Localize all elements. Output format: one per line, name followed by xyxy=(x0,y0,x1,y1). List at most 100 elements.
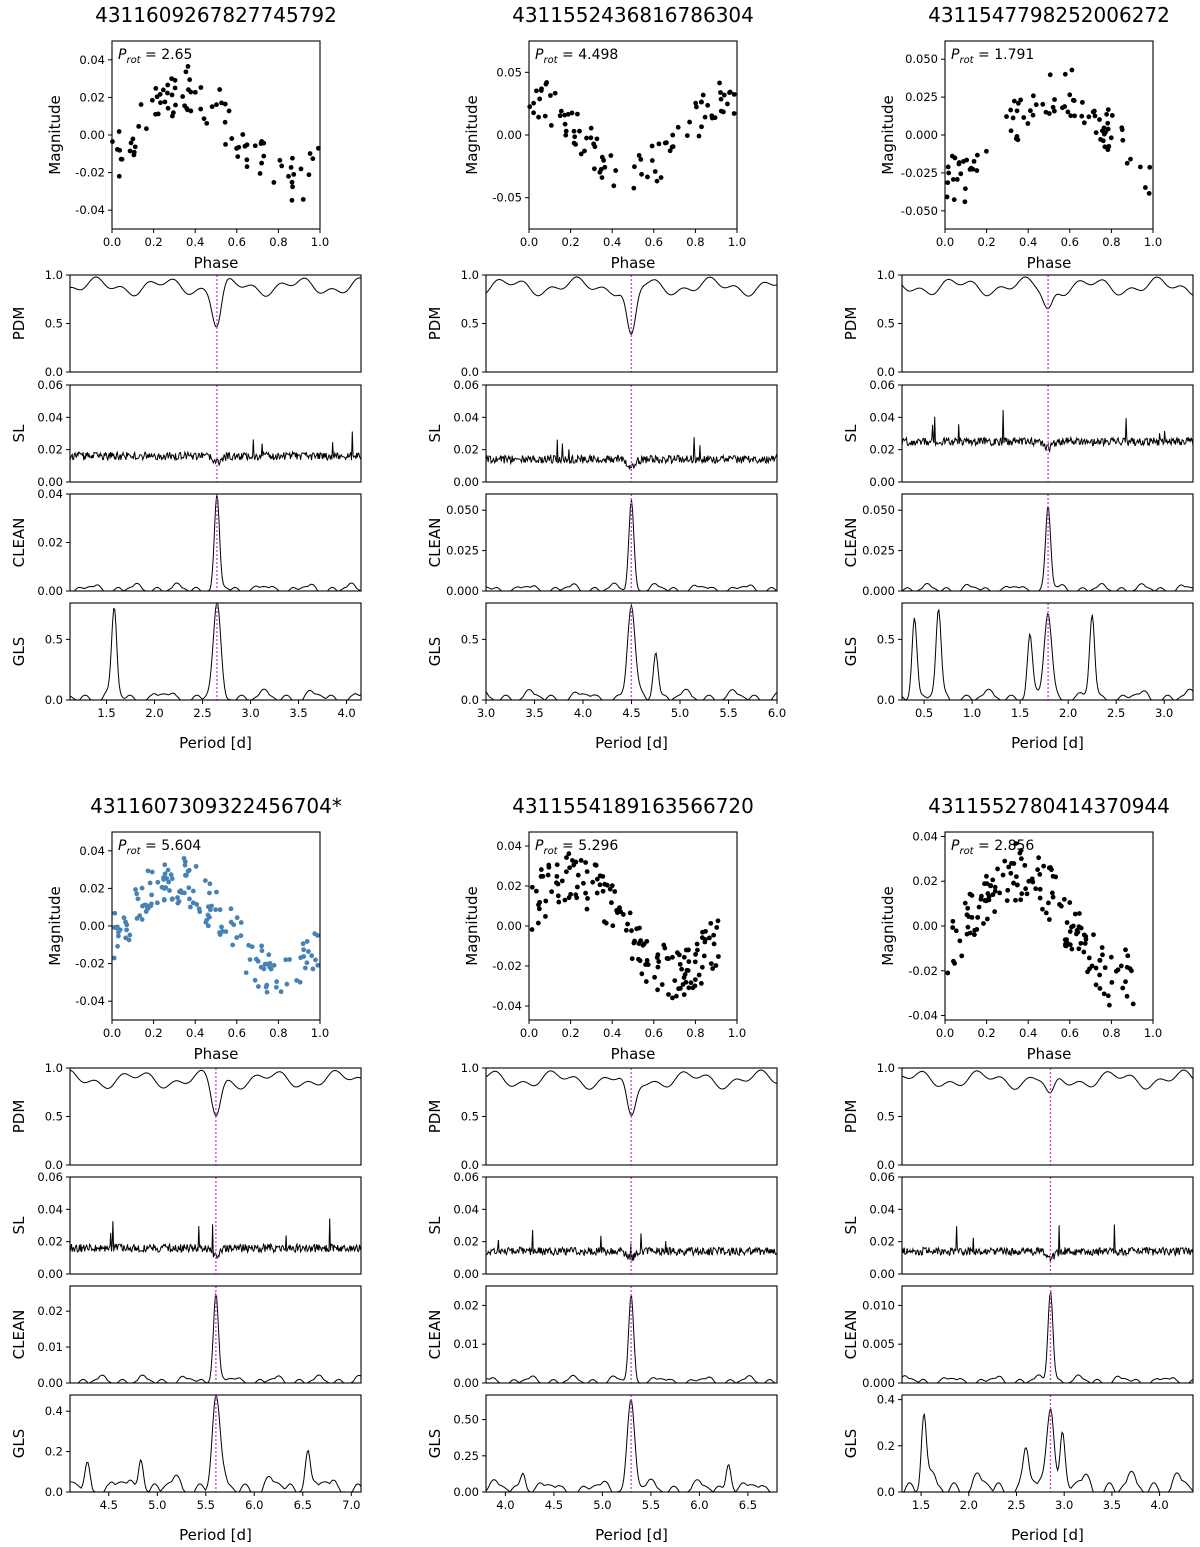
lightcurve-point xyxy=(543,914,548,919)
lightcurve-point xyxy=(627,910,633,916)
lightcurve-point xyxy=(1108,954,1114,960)
phase-y-tick-label: 0.025 xyxy=(905,90,938,104)
lightcurve-point xyxy=(643,979,649,984)
sl-y-tick-label: 0.00 xyxy=(37,1267,63,1281)
sl-y-tick-label: 0.02 xyxy=(869,443,895,457)
lightcurve-point xyxy=(1146,191,1152,196)
lightcurve-point xyxy=(675,124,681,130)
lightcurve-point xyxy=(222,119,228,125)
lightcurve-point xyxy=(623,927,629,933)
phase-x-tick-label: 0.0 xyxy=(103,1026,121,1040)
lightcurve-point xyxy=(1046,865,1052,871)
pdm-curve xyxy=(69,276,362,328)
lightcurve-point xyxy=(1021,115,1027,120)
lightcurve-point xyxy=(1091,932,1096,938)
lightcurve-point xyxy=(116,173,122,179)
lightcurve-point xyxy=(153,85,159,91)
lightcurve-point xyxy=(175,900,181,906)
sl-ylabel: SL xyxy=(426,1216,444,1235)
lightcurve-point xyxy=(679,966,685,972)
gls-y-tick-label: 0.00 xyxy=(453,1485,479,1499)
lightcurve-point xyxy=(584,135,589,141)
magnitude-ylabel: Magnitude xyxy=(46,886,64,965)
pdm-y-tick-label: 0.0 xyxy=(461,1158,479,1172)
lightcurve-point xyxy=(718,96,724,102)
lightcurve-point xyxy=(725,101,730,107)
phase-y-tick-label: -0.02 xyxy=(492,959,522,973)
sl-y-tick-label: 0.00 xyxy=(37,475,63,489)
lightcurve-point xyxy=(284,981,290,987)
lightcurve-point xyxy=(313,957,318,963)
lightcurve-point xyxy=(631,940,637,946)
pdm-y-tick-label: 1.0 xyxy=(461,268,479,282)
lightcurve-point xyxy=(182,103,188,109)
lightcurve-point xyxy=(712,115,718,121)
lightcurve-point xyxy=(226,108,232,114)
phase-plot-frame xyxy=(111,831,321,1021)
lightcurve-point xyxy=(1040,101,1046,107)
lightcurve-point xyxy=(708,920,714,926)
lightcurve-point xyxy=(1013,897,1018,903)
lightcurve-point xyxy=(201,116,207,122)
lightcurve-point xyxy=(188,89,194,95)
lightcurve-point xyxy=(959,953,965,959)
lightcurve-point xyxy=(166,879,172,885)
phase-x-tick-label: 0.0 xyxy=(103,235,121,249)
panel-title: 4311609267827745792 xyxy=(95,3,337,27)
lightcurve-point xyxy=(641,941,647,947)
sl-y-tick-label: 0.00 xyxy=(453,475,479,489)
lightcurve-point xyxy=(600,874,606,879)
lightcurve-point xyxy=(1102,965,1108,971)
lightcurve-point xyxy=(135,896,141,902)
lightcurve-point xyxy=(721,92,727,98)
period-x-tick-label: 7.0 xyxy=(342,1498,360,1512)
lightcurve-point xyxy=(656,141,662,147)
lightcurve-point xyxy=(549,889,555,895)
lightcurve-point xyxy=(629,928,634,934)
lightcurve-point xyxy=(1124,160,1130,166)
period-x-tick-label: 2.5 xyxy=(1007,1498,1025,1512)
lightcurve-point xyxy=(1014,882,1020,888)
lightcurve-point xyxy=(178,888,184,894)
phase-y-tick-label: -0.025 xyxy=(901,166,938,180)
lightcurve-point xyxy=(694,941,700,947)
lightcurve-point xyxy=(1081,120,1087,126)
lightcurve-point xyxy=(594,890,600,896)
lightcurve-point xyxy=(701,953,707,959)
lightcurve-point xyxy=(234,935,240,940)
lightcurve-point xyxy=(538,867,544,872)
lightcurve-point xyxy=(632,164,637,170)
lightcurve-point xyxy=(1067,900,1073,905)
lightcurve-point xyxy=(252,143,258,149)
period-xlabel: Period [d] xyxy=(595,734,668,752)
lightcurve-point xyxy=(1078,940,1084,946)
lightcurve-point xyxy=(286,173,291,179)
period-x-tick-label: 3.0 xyxy=(477,706,495,720)
phase-y-tick-label: -0.04 xyxy=(75,994,105,1008)
lightcurve-point xyxy=(945,164,951,170)
pdm-y-tick-label: 1.0 xyxy=(45,1061,63,1075)
lightcurve-point xyxy=(1099,945,1105,950)
lightcurve-point xyxy=(162,871,168,877)
lightcurve-point xyxy=(1069,67,1075,73)
lightcurve-point xyxy=(658,175,664,180)
lightcurve-point xyxy=(711,941,717,947)
phase-x-tick-label: 0.2 xyxy=(561,235,579,249)
lightcurve-point xyxy=(167,888,172,893)
lightcurve-point xyxy=(217,87,223,92)
pdm-y-tick-label: 1.0 xyxy=(45,268,63,282)
gls-y-tick-label: 0.0 xyxy=(461,693,479,707)
lightcurve-point xyxy=(1129,968,1134,974)
lightcurve-point xyxy=(114,924,120,930)
lightcurve-point xyxy=(1081,949,1087,955)
lightcurve-point xyxy=(161,897,167,902)
period-x-tick-label: 2.0 xyxy=(145,706,163,720)
lightcurve-point xyxy=(601,919,607,925)
gls-ylabel: GLS xyxy=(842,1429,860,1459)
lightcurve-point xyxy=(949,153,955,159)
lightcurve-point xyxy=(1004,114,1009,119)
lightcurve-point xyxy=(1024,891,1030,897)
lightcurve-point xyxy=(950,925,956,930)
lightcurve-point xyxy=(1010,115,1016,121)
lightcurve-point xyxy=(185,868,191,874)
